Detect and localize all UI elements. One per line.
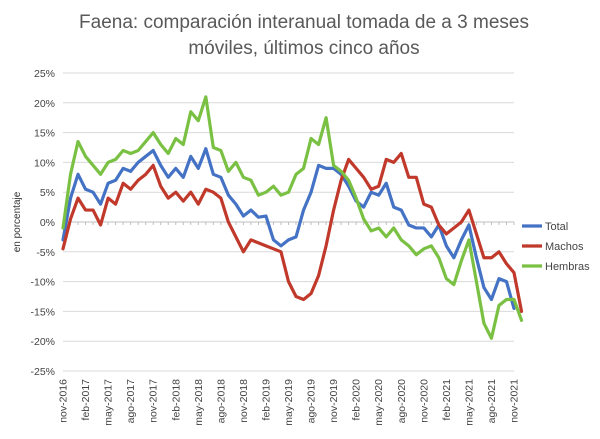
y-tick-label: -20% <box>30 336 55 348</box>
x-tick-label: nov-2020 <box>418 379 430 423</box>
x-tick-label: may-2018 <box>193 379 205 426</box>
x-tick-label: ago-2018 <box>215 379 227 424</box>
series-lines <box>61 95 524 340</box>
x-tick-label: may-2020 <box>373 379 385 426</box>
legend: Total Machos Hembras <box>522 221 590 273</box>
legend-label-machos: Machos <box>545 241 584 253</box>
x-tick-label: may-2021 <box>463 379 475 426</box>
x-tick-label: nov-2018 <box>238 379 250 423</box>
x-tick-label: may-2019 <box>283 379 295 426</box>
x-tick-label: feb-2019 <box>260 379 272 421</box>
chart-title-line-2: móviles, últimos cinco años <box>188 38 419 59</box>
y-tick-label: -10% <box>30 277 55 289</box>
x-tick-label: nov-2017 <box>148 379 160 423</box>
x-tick-label: feb-2018 <box>170 379 182 421</box>
y-tick-label: -5% <box>36 247 55 259</box>
x-tick-label: nov-2016 <box>58 379 70 423</box>
y-tick-label: 20% <box>34 98 55 110</box>
x-tick-label: may-2017 <box>103 379 115 426</box>
x-tick-label: ago-2019 <box>306 379 318 424</box>
y-tick-label: -15% <box>30 306 55 318</box>
x-tick-label: feb-2020 <box>351 379 363 421</box>
x-tick-label: nov-2019 <box>328 379 340 423</box>
series-line-machos <box>61 151 524 313</box>
x-tick-label: ago-2020 <box>396 379 408 424</box>
y-tick-label: 25% <box>34 68 55 80</box>
chart-title-line-1: Faena: comparación interanual tomada de … <box>79 12 529 33</box>
legend-label-hembras: Hembras <box>545 261 590 273</box>
x-tick-label: nov-2021 <box>509 379 521 423</box>
legend-label-total: Total <box>545 221 568 233</box>
y-axis-tick-labels: 25% 20% 15% 10% 5% 0% -5% -10% -15% -20% -25% <box>30 68 55 378</box>
x-tick-label: ago-2017 <box>125 379 137 424</box>
y-tick-label: 0% <box>40 217 55 229</box>
gridlines <box>63 72 514 372</box>
x-axis: nov-2016 feb-2017 may-2017 ago-2017 nov-2017… <box>58 221 521 426</box>
x-tick-label: feb-2017 <box>80 379 92 421</box>
y-axis-label: en porcentaje <box>12 191 23 252</box>
x-tick-label: ago-2021 <box>486 379 498 424</box>
y-tick-label: 10% <box>34 157 55 169</box>
y-tick-label: 15% <box>34 128 55 140</box>
series-line-hembras <box>61 95 524 340</box>
y-tick-label: 5% <box>40 187 55 199</box>
y-tick-label: -25% <box>30 366 55 378</box>
x-tick-label: feb-2021 <box>441 379 453 421</box>
